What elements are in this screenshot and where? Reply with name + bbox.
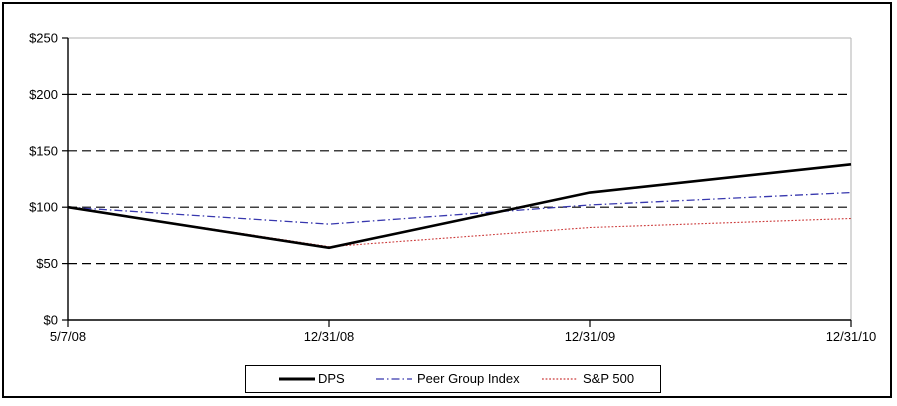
dps-line-sample: [279, 377, 315, 381]
sp500-line-sample: [542, 378, 578, 380]
chart-legend: DPS Peer Group Index S&P 500: [245, 365, 661, 393]
series-line-dps: [67, 163, 852, 250]
x-tick-label: 12/31/08: [304, 329, 355, 344]
x-tick-label: 12/31/09: [565, 329, 616, 344]
y-tick-label: $100: [29, 200, 58, 215]
chart-outer-frame: [2, 2, 892, 398]
legend-label-sp500: S&P 500: [583, 371, 635, 386]
series-lines: [67, 163, 852, 250]
y-tick-label: $200: [29, 87, 58, 102]
plot-border: [68, 37, 852, 320]
axes: [67, 38, 851, 321]
peer-group-index-line-sample: [376, 378, 412, 380]
x-tick-label: 5/7/08: [50, 329, 86, 344]
series-line-s-p-500: [67, 206, 852, 248]
y-tick-label: $250: [29, 31, 58, 46]
series-line-peer-group-index: [67, 191, 852, 225]
y-axis-labels: $0 $50 $100 $150 $200 $250: [29, 31, 68, 328]
x-tick-label: 12/31/10: [826, 329, 877, 344]
legend-label-dps: DPS: [318, 371, 345, 386]
y-tick-label: $0: [44, 313, 58, 328]
y-tick-label: $50: [36, 256, 58, 271]
x-axis-labels: 5/7/08 12/31/08 12/31/09 12/31/10: [50, 320, 876, 344]
gridlines: [68, 93, 851, 265]
legend-label-peer-group-index: Peer Group Index: [417, 371, 520, 386]
y-tick-label: $150: [29, 143, 58, 158]
